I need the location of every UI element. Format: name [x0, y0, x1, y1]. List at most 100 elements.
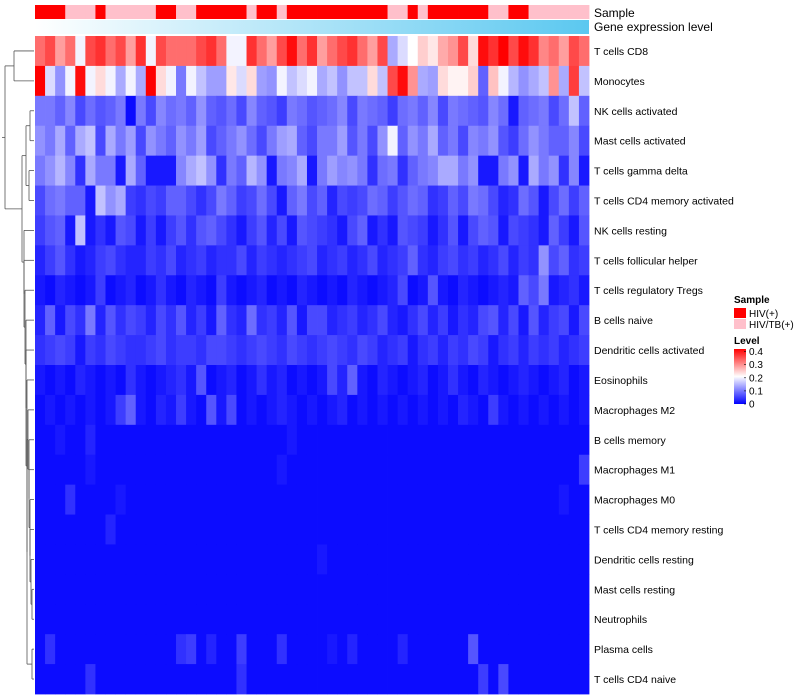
- heatmap-cell: [276, 514, 288, 545]
- heatmap-cell: [468, 664, 479, 695]
- heatmap-cell: [276, 365, 288, 396]
- heatmap-cell: [55, 664, 66, 695]
- heatmap-cell: [125, 155, 137, 186]
- heatmap-cell: [256, 424, 268, 456]
- heatmap-cell: [488, 454, 499, 486]
- heatmap-cell: [206, 394, 217, 426]
- heatmap-cell: [337, 604, 348, 635]
- sample-annotation-cell: [508, 5, 519, 19]
- heatmap-cell: [176, 245, 187, 276]
- heatmap-cell: [327, 36, 338, 67]
- sample-annotation-cell: [447, 5, 459, 19]
- heatmap-cell: [367, 454, 378, 486]
- heatmap-cell: [387, 634, 399, 665]
- heatmap-cell: [417, 544, 429, 575]
- heatmap-cell: [165, 125, 177, 157]
- heatmap-cell: [548, 664, 560, 695]
- heatmap-cell: [568, 574, 580, 605]
- heatmap-cell: [498, 424, 509, 456]
- heatmap-cell: [397, 275, 409, 306]
- heatmap-cell: [427, 454, 439, 486]
- heatmap-cell: [176, 36, 187, 67]
- heatmap-cell: [437, 634, 449, 665]
- heatmap-cell: [387, 215, 399, 246]
- heatmap-cell: [165, 185, 177, 216]
- heatmap-cell: [276, 155, 288, 186]
- heatmap-cell: [286, 65, 298, 97]
- heatmap-cell: [468, 125, 479, 157]
- heatmap-cell: [236, 335, 247, 366]
- heatmap-cell: [578, 185, 590, 216]
- heatmap-cell: [437, 365, 449, 396]
- heatmap-cell: [417, 155, 429, 186]
- heatmap-cell: [55, 305, 66, 336]
- heatmap-cell: [226, 275, 237, 306]
- heatmap-cell: [216, 365, 227, 396]
- heatmap-cells: [35, 36, 590, 695]
- heatmap-cell: [387, 95, 399, 127]
- heatmap-cell: [558, 185, 570, 216]
- heatmap-cell: [508, 245, 519, 276]
- heatmap-cell: [558, 604, 570, 635]
- sample-annotation-cell: [538, 5, 550, 19]
- heatmap-cell: [468, 245, 479, 276]
- heatmap-cell: [155, 424, 167, 456]
- heatmap-cell: [135, 394, 147, 426]
- heatmap-cell: [306, 305, 318, 336]
- heatmap-cell: [347, 305, 358, 336]
- heatmap-cell: [558, 245, 570, 276]
- heatmap-cell: [115, 664, 127, 695]
- heatmap-cell: [296, 36, 308, 67]
- heatmap-cell: [488, 574, 499, 605]
- heatmap-cell: [35, 125, 46, 157]
- heatmap-cell: [165, 514, 177, 545]
- heatmap-cell: [478, 634, 489, 665]
- heatmap-cell: [427, 95, 439, 127]
- heatmap-cell: [286, 335, 298, 366]
- heatmap-cell: [478, 484, 489, 515]
- heatmap-cell: [145, 65, 157, 97]
- heatmap-cell: [377, 65, 388, 97]
- heatmap-cell: [45, 365, 56, 396]
- heatmap-cell: [458, 664, 469, 695]
- heatmap-cell: [276, 544, 288, 575]
- heatmap-cell: [45, 125, 56, 157]
- heatmap-cell: [407, 155, 419, 186]
- heatmap-cell: [105, 664, 116, 695]
- heatmap-cell: [347, 454, 358, 486]
- sample-annotation-cell: [45, 5, 56, 19]
- heatmap-cell: [276, 215, 288, 246]
- heatmap-cell: [196, 514, 207, 545]
- heatmap-cell: [246, 215, 257, 246]
- heatmap-cell: [347, 215, 358, 246]
- legend-level-ticks: 0.4 0.3 0.2 0.1 0: [744, 347, 763, 411]
- heatmap-cell: [568, 514, 580, 545]
- heatmap-cell: [85, 394, 96, 426]
- heatmap-cell: [186, 634, 197, 665]
- heatmap-cell: [558, 514, 570, 545]
- heatmap-cell: [236, 245, 247, 276]
- heatmap-cell: [548, 95, 560, 127]
- heatmap-cell: [236, 65, 247, 97]
- heatmap-cell: [357, 65, 368, 97]
- heatmap-cell: [135, 125, 147, 157]
- heatmap-cell: [377, 335, 388, 366]
- heatmap-cell: [196, 335, 207, 366]
- heatmap-cell: [327, 95, 338, 127]
- heatmap-cell: [468, 275, 479, 306]
- sample-annotation-cell: [387, 5, 399, 19]
- heatmap-cell: [498, 125, 509, 157]
- heatmap-cell: [135, 634, 147, 665]
- heatmap-cell: [498, 275, 509, 306]
- heatmap-cell: [347, 365, 358, 396]
- heatmap-cell: [85, 275, 96, 306]
- heatmap-cell: [256, 335, 268, 366]
- heatmap-cell: [125, 634, 137, 665]
- heatmap-cell: [196, 604, 207, 635]
- heatmap-cell: [256, 454, 268, 486]
- heatmap-cell: [165, 664, 177, 695]
- heatmap-cell: [468, 424, 479, 456]
- heatmap-cell: [317, 514, 328, 545]
- row-label: B cells memory: [594, 435, 667, 447]
- heatmap-cell: [437, 185, 449, 216]
